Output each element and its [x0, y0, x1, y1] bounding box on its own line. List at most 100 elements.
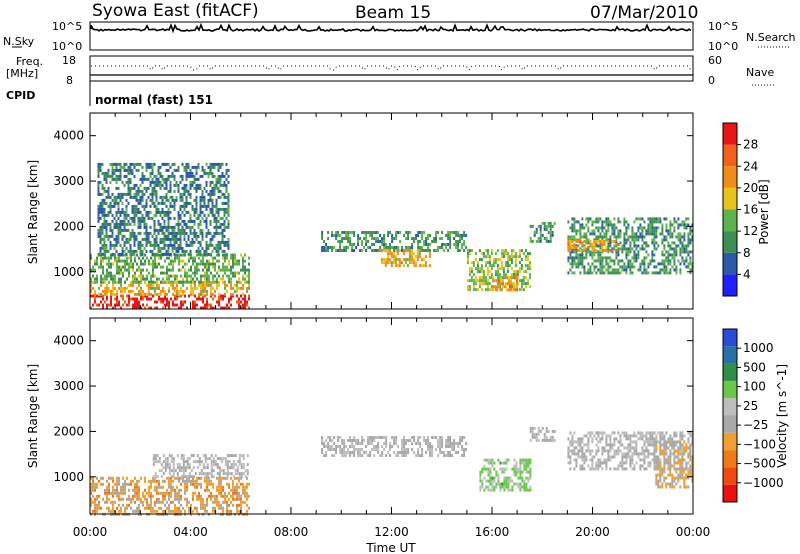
- heatmap-cell: [210, 466, 213, 470]
- heatmap-cell: [343, 439, 346, 442]
- heatmap-cell: [96, 294, 98, 298]
- heatmap-cell: [526, 282, 529, 286]
- heatmap-cell: [210, 292, 212, 296]
- heatmap-cell: [619, 235, 622, 239]
- heatmap-cell: [240, 482, 242, 486]
- heatmap-cell: [168, 303, 170, 307]
- heatmap-cell: [623, 467, 626, 471]
- heatmap-cell: [152, 283, 154, 287]
- heatmap-cell: [405, 448, 408, 451]
- heatmap-cell: [189, 180, 192, 184]
- heatmap-cell: [645, 241, 648, 245]
- heatmap-cell: [118, 509, 120, 513]
- heatmap-cell: [151, 186, 154, 190]
- heatmap-cell: [685, 226, 688, 230]
- heatmap-cell: [246, 469, 249, 473]
- heatmap-cell: [569, 243, 572, 246]
- heatmap-cell: [160, 491, 162, 495]
- heatmap-cell: [422, 264, 425, 268]
- heatmap-cell: [100, 265, 102, 269]
- heatmap-cell: [144, 294, 146, 298]
- heatmap-cell: [498, 279, 500, 283]
- heatmap-cell: [647, 440, 650, 444]
- heatmap-cell: [341, 439, 344, 442]
- heatmap-cell: [172, 485, 174, 489]
- heatmap-cell: [206, 479, 208, 483]
- heatmap-cell: [100, 283, 102, 287]
- heatmap-cell: [149, 225, 152, 229]
- heatmap-cell: [218, 476, 220, 480]
- heatmap-cell: [226, 460, 229, 464]
- heatmap-cell: [549, 233, 552, 237]
- heatmap-cell: [112, 503, 114, 507]
- heatmap-cell: [601, 467, 604, 471]
- heatmap-cell: [127, 222, 130, 226]
- heatmap-cell: [611, 226, 614, 230]
- heatmap-cell: [145, 201, 148, 205]
- heatmap-cell: [234, 262, 236, 266]
- heatmap-cell: [625, 446, 628, 450]
- heatmap-cell: [573, 431, 576, 435]
- heatmap-cell: [189, 201, 192, 205]
- heatmap-cell: [667, 241, 670, 245]
- heatmap-cell: [153, 231, 156, 235]
- heatmap-cell: [175, 195, 178, 199]
- heatmap-cell: [248, 506, 250, 510]
- heatmap-cell: [212, 485, 214, 489]
- heatmap-cell: [209, 162, 212, 166]
- heatmap-cell: [158, 457, 161, 461]
- heatmap-cell: [212, 286, 214, 290]
- heatmap-cell: [102, 265, 104, 269]
- heatmap-cell: [206, 280, 208, 284]
- nsky-axis-low: 10^0: [52, 40, 82, 53]
- heatmap-cell: [104, 289, 106, 293]
- heatmap-cell: [629, 262, 632, 266]
- heatmap-cell: [204, 488, 206, 492]
- heatmap-cell: [339, 240, 342, 243]
- heatmap-cell: [130, 259, 132, 263]
- heatmap-cell: [196, 497, 198, 501]
- heatmap-cell: [386, 255, 389, 259]
- heatmap-cell: [455, 231, 458, 234]
- heatmap-cell: [567, 256, 570, 260]
- heatmap-cell: [154, 485, 156, 489]
- heatmap-cell: [106, 271, 108, 275]
- heatmap-cell: [136, 286, 138, 290]
- heatmap-cell: [221, 192, 224, 196]
- heatmap-cell: [425, 240, 428, 243]
- heatmap-cell: [152, 286, 154, 290]
- heatmap-cell: [211, 180, 214, 184]
- heatmap-cell: [375, 237, 378, 240]
- heatmap-cell: [197, 162, 200, 166]
- heatmap-cell: [549, 239, 552, 243]
- heatmap-cell: [631, 461, 634, 465]
- heatmap-cell: [476, 267, 479, 271]
- heatmap-cell: [424, 255, 427, 259]
- heatmap-cell: [232, 271, 234, 275]
- heatmap-cell: [437, 445, 440, 448]
- heatmap-cell: [151, 243, 154, 247]
- heatmap-cell: [357, 448, 360, 451]
- heatmap-cell: [205, 225, 208, 229]
- heatmap-cell: [520, 285, 523, 289]
- heatmap-cell: [122, 274, 124, 278]
- heatmap-cell: [635, 434, 638, 438]
- heatmap-cell: [496, 270, 499, 274]
- heatmap-cell: [611, 240, 614, 243]
- heatmap-cell: [246, 274, 248, 278]
- heatmap-cell: [196, 479, 198, 483]
- heatmap-cell: [218, 472, 221, 476]
- heatmap-cell: [177, 189, 180, 193]
- heatmap-cell: [669, 247, 672, 251]
- heatmap-cell: [148, 283, 150, 287]
- heatmap-cell: [158, 277, 160, 281]
- heatmap-cell: [327, 445, 330, 448]
- heatmap-cell: [398, 249, 401, 253]
- heatmap-cell: [515, 470, 518, 474]
- heatmap-cell: [635, 259, 638, 263]
- heatmap-cell: [198, 494, 200, 498]
- heatmap-cell: [591, 431, 594, 435]
- heatmap-cell: [421, 237, 424, 240]
- heatmap-cell: [587, 226, 590, 230]
- heatmap-cell: [649, 262, 652, 266]
